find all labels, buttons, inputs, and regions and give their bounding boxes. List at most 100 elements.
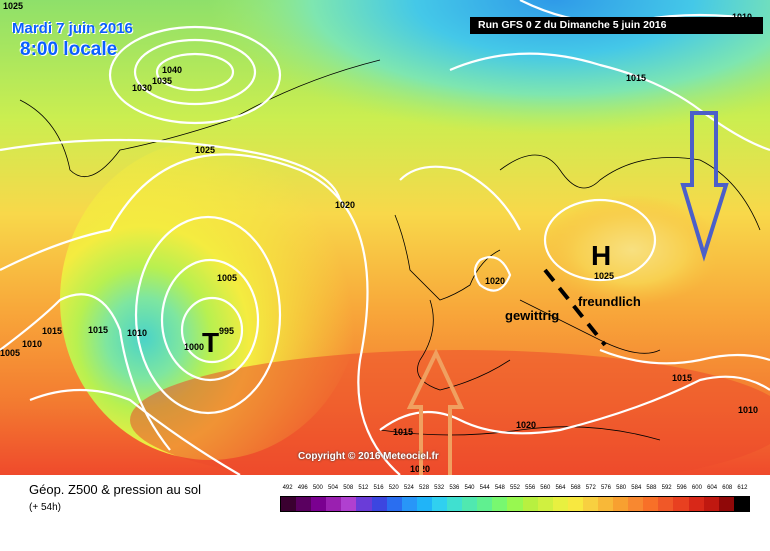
- scale-cell: [371, 497, 387, 511]
- scale-tick-label: 524: [403, 485, 414, 491]
- scale-cell: [311, 497, 327, 511]
- map-canvas: 1040 1035 1030 1025 1020 1015 1010 1005 …: [0, 0, 770, 475]
- scale-cell: [431, 497, 448, 511]
- scale-cell: [582, 497, 598, 511]
- scale-tick-label: 516: [373, 485, 384, 491]
- scale-cell: [597, 497, 614, 511]
- isobar-label: 1020: [516, 420, 536, 430]
- scale-tick-label: 536: [449, 485, 460, 491]
- scale-cell: [643, 497, 659, 511]
- scale-cell: [718, 497, 734, 511]
- scale-tick-label: 508: [343, 485, 354, 491]
- isobar-label: 1030: [132, 83, 152, 93]
- front-line: [543, 268, 607, 347]
- scale-cell: [462, 497, 478, 511]
- scale-tick-label: 588: [646, 485, 657, 491]
- isobar-label: 1005: [0, 348, 20, 358]
- scale-tick-label: 528: [419, 485, 430, 491]
- scale-tick-label: 576: [600, 485, 611, 491]
- model-run-label: Run GFS 0 Z du Dimanche 5 juin 2016: [470, 17, 763, 34]
- isobar-label: 1015: [626, 73, 646, 83]
- scale-cell: [673, 497, 689, 511]
- isobar-label: 1010: [22, 339, 42, 349]
- scale-tick-label: 580: [616, 485, 627, 491]
- scale-tick-label: 532: [434, 485, 445, 491]
- scale-cell: [326, 497, 342, 511]
- scale-tick-label: 608: [722, 485, 733, 491]
- isobar-label: 1035: [152, 76, 172, 86]
- scale-tick-label: 556: [525, 485, 536, 491]
- copyright: Copyright © 2016 Meteociel.fr: [298, 451, 439, 462]
- isobar-label: 1015: [393, 427, 413, 437]
- scale-tick-label: 584: [631, 485, 642, 491]
- scale-cell: [537, 497, 553, 511]
- isobar-label: 1020: [335, 200, 355, 210]
- isobar-label: 1025: [3, 1, 23, 11]
- forecast-hour: 8:00 locale: [20, 39, 118, 60]
- coastlines: [19, 59, 761, 441]
- weather-map: 1040 1035 1030 1025 1020 1015 1010 1005 …: [0, 0, 770, 475]
- high-field: [380, 140, 740, 360]
- scale-tick-label: 496: [297, 485, 308, 491]
- scale-tick-label: 520: [388, 485, 399, 491]
- low-pressure-value: 995: [219, 326, 234, 336]
- isobar-label: 1015: [42, 326, 62, 336]
- high-pressure-marker: H: [591, 240, 611, 271]
- scale-cell: [507, 497, 523, 511]
- scale-cell: [341, 497, 357, 511]
- scale-tick-label: 500: [312, 485, 323, 491]
- scale-tick-label: 572: [585, 485, 596, 491]
- scale-tick-label: 548: [494, 485, 505, 491]
- scale-cell: [688, 497, 704, 511]
- scale-cell: [447, 497, 463, 511]
- scale-cell: [613, 497, 629, 511]
- scale-tick-label: 540: [464, 485, 475, 491]
- scale-cell: [281, 497, 297, 511]
- scale-tick-label: 564: [555, 485, 566, 491]
- scale-tick-label: 596: [676, 485, 687, 491]
- scale-cell: [733, 497, 749, 511]
- scale-cell: [703, 497, 719, 511]
- scale-tick-label: 512: [358, 485, 369, 491]
- isobar-label: 1000: [184, 342, 204, 352]
- isobar-label: 1005: [217, 273, 237, 283]
- low-pressure-marker: T: [202, 327, 219, 358]
- scale-tick-label: 560: [540, 485, 551, 491]
- scale-tick-label: 600: [691, 485, 702, 491]
- warm-air-arrow: [406, 348, 465, 475]
- scale-tick-label: 568: [570, 485, 581, 491]
- scale-cell: [386, 497, 402, 511]
- isobar-label: 1020: [485, 276, 505, 286]
- scale-cell: [552, 497, 568, 511]
- isobar-label: 1015: [88, 325, 108, 335]
- scale-tick-label: 492: [282, 485, 293, 491]
- scale-cell: [401, 497, 417, 511]
- isobar-label: 1040: [162, 65, 182, 75]
- scale-cell: [416, 497, 432, 511]
- scale-cell: [628, 497, 644, 511]
- lead-time: (+ 54h): [29, 502, 61, 513]
- scale-tick-label: 552: [509, 485, 521, 491]
- scale-tick-label: 612: [737, 485, 748, 491]
- isobar-label: 1015: [672, 373, 692, 383]
- scale-cell: [567, 497, 583, 511]
- isobar-label: 1010: [127, 328, 147, 338]
- scale-tick-label: 544: [479, 485, 490, 491]
- scale-labels: 492 496 500 504 508 512 516 520 524 528 532 536 540 5…: [280, 485, 750, 495]
- legend-footer: Géop. Z500 & pression au sol (+ 54h) 492…: [0, 476, 770, 551]
- scale-cell: [658, 497, 674, 511]
- scale-cell: [296, 497, 312, 511]
- scale-tick-label: 604: [707, 485, 718, 491]
- scale-tick-label: 592: [661, 485, 672, 491]
- scale-cell: [477, 497, 493, 511]
- storm-annotation: gewittrig: [505, 308, 559, 323]
- scale-cell: [356, 497, 372, 511]
- scale-cell: [522, 497, 538, 511]
- color-scale: [280, 496, 750, 512]
- scale-cell: [492, 497, 508, 511]
- field-title: Géop. Z500 & pression au sol: [29, 482, 201, 497]
- fair-weather-annotation: freundlich: [578, 294, 641, 309]
- isobar-label: 1025: [195, 145, 215, 155]
- forecast-date: Mardi 7 juin 2016: [12, 20, 133, 37]
